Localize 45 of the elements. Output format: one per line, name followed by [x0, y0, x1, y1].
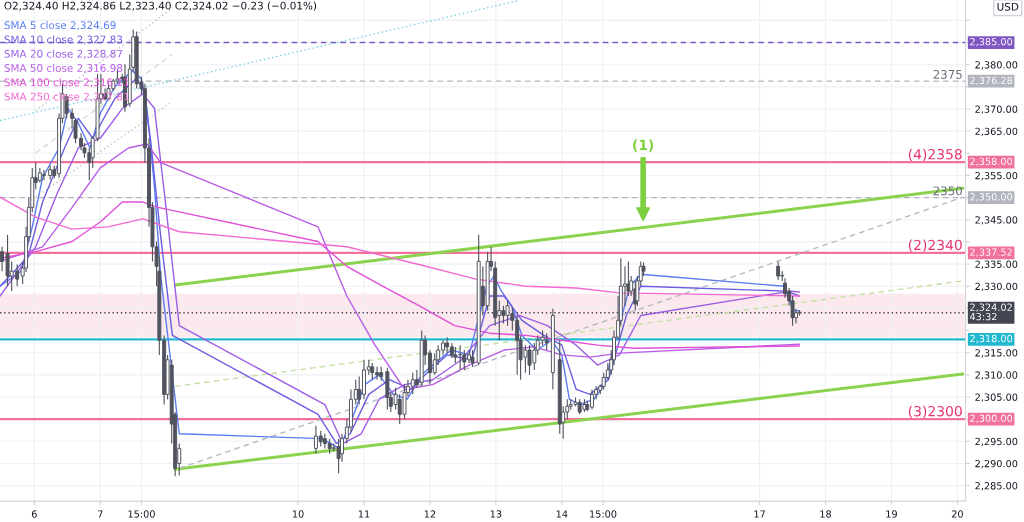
ref-line-label: 2,385.00 — [970, 38, 1013, 47]
annotation: (1) — [633, 139, 654, 152]
x-tick-label: 6 — [31, 510, 37, 518]
ref-line-label: 2,318.00 — [970, 334, 1013, 344]
annotation: (3)2300 — [908, 405, 962, 419]
annotation: O2,324.40 H2,324.86 L2,323.40 C2,324.02 −0.23 (−0.01%) — [4, 1, 317, 11]
y-tick-label: 2,365.00 — [975, 127, 1018, 136]
x-tick-label: 14 — [556, 510, 568, 518]
y-tick-label: 2,290.00 — [975, 459, 1018, 469]
y-tick-label: 2,380.00 — [975, 61, 1018, 70]
x-tick-label: 18 — [820, 510, 832, 518]
ref-line-label: 2,337.52 — [970, 248, 1012, 257]
x-tick-label: 15:00 — [128, 510, 155, 518]
y-tick-label: 2,345.00 — [975, 216, 1018, 225]
ref-line-label: 2,358.00 — [970, 157, 1013, 166]
text: SMA 50 close 2,316.98 — [4, 63, 123, 74]
y-tick-label: 2,310.00 — [975, 371, 1018, 380]
y-tick-label: 2,370.00 — [975, 105, 1018, 114]
x-tick-label: 11 — [358, 510, 370, 518]
y-tick-label: 2,305.00 — [975, 393, 1018, 402]
ref-line-label: 2,300.00 — [970, 414, 1013, 423]
y-tick-label: 2,355.00 — [975, 171, 1018, 181]
x-tick-label: 20 — [951, 510, 963, 518]
x-tick-label: 15:00 — [590, 510, 617, 518]
ref-line-label: 2,350.00 — [970, 193, 1013, 202]
x-tick-label: 12 — [424, 510, 436, 518]
annotation: 2375 — [933, 69, 962, 79]
x-tick-label: 13 — [490, 510, 502, 518]
text: SMA 20 close 2,328.87 — [4, 49, 123, 59]
y-tick-label: 2,285.00 — [975, 482, 1018, 491]
ref-line-label: 2,376.28 — [970, 76, 1013, 85]
x-tick-label: 17 — [754, 510, 765, 518]
x-tick-label: 7 — [97, 510, 103, 518]
x-tick-label: 10 — [292, 510, 304, 518]
x-tick-label: 19 — [886, 510, 897, 518]
y-tick-label: 2,315.00 — [975, 349, 1018, 358]
text: USD — [997, 2, 1019, 11]
annotation: (4)2358 — [908, 148, 962, 162]
text: SMA 5 close 2,324.69 — [4, 21, 116, 31]
annotation: (2)2340 — [908, 239, 962, 252]
annotation: 2350 — [933, 186, 962, 196]
y-tick-label: 2,330.00 — [975, 282, 1018, 292]
y-tick-label: 2,295.00 — [975, 437, 1018, 447]
ref-line-label: 2,324.02 43:32 — [969, 303, 1012, 321]
y-tick-label: 2,335.00 — [975, 260, 1018, 269]
